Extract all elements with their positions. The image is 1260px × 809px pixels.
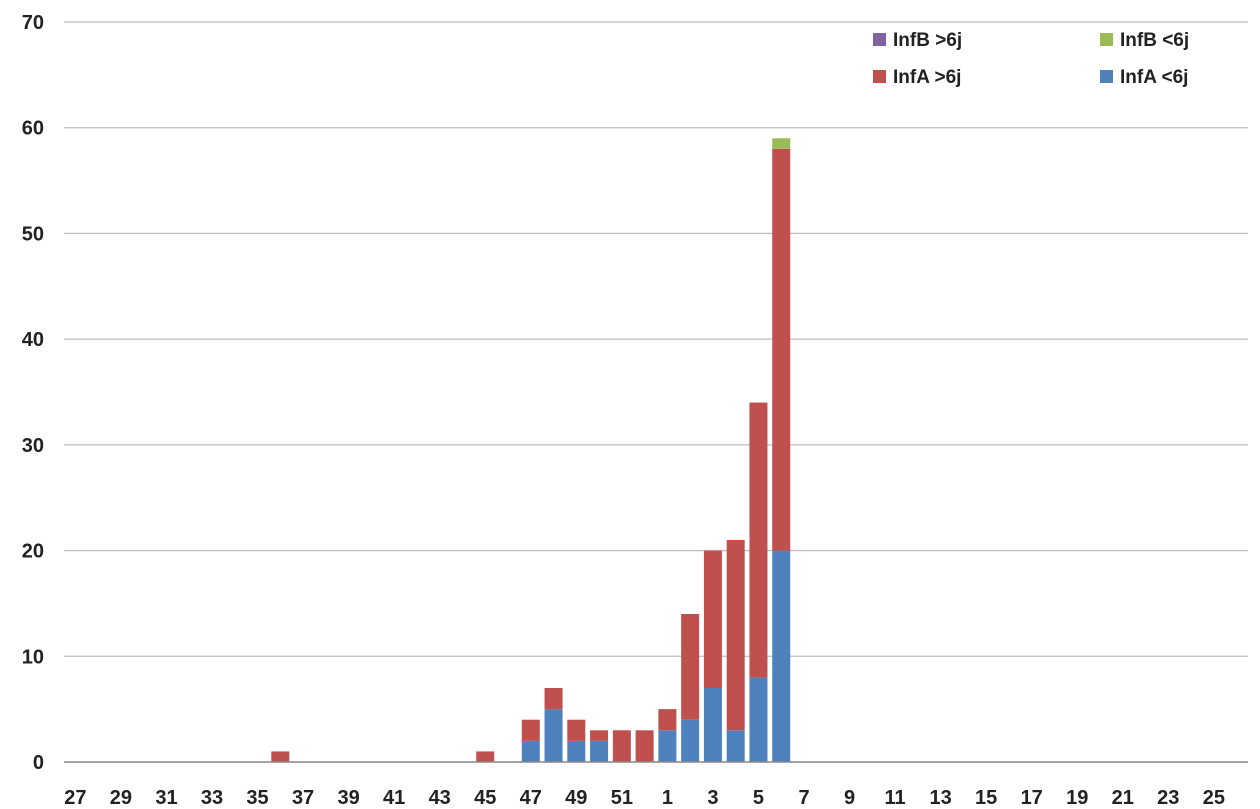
bar-segment	[772, 138, 791, 149]
x-tick-label: 39	[337, 787, 359, 809]
bar-segment	[544, 709, 563, 762]
legend-label: InfA <6j	[1120, 67, 1188, 88]
bar-segment	[567, 740, 586, 762]
y-tick-label: 50	[22, 223, 44, 245]
legend-swatch	[873, 70, 886, 83]
x-tick-label: 17	[1021, 787, 1043, 809]
x-tick-label: 31	[155, 787, 177, 809]
x-tick-label: 29	[110, 787, 132, 809]
bar-segment	[476, 751, 495, 762]
y-tick-label: 70	[22, 12, 44, 34]
x-tick-label: 7	[798, 787, 809, 809]
y-tick-label: 0	[33, 752, 44, 774]
x-tick-label: 1	[662, 787, 673, 809]
bar-segment	[726, 730, 745, 762]
bar-segment	[749, 677, 768, 762]
x-tick-label: 5	[753, 787, 764, 809]
y-axis-tick-labels: 0 10 20 30 40 50 60 70	[22, 12, 44, 774]
bar-segment	[681, 614, 700, 720]
bar-segment	[567, 719, 586, 741]
x-tick-label: 13	[929, 787, 951, 809]
legend-swatch	[1100, 70, 1113, 83]
gridlines	[64, 21, 1248, 657]
x-tick-label: 47	[520, 787, 542, 809]
x-tick-label: 3	[707, 787, 718, 809]
bar-segment	[521, 719, 540, 741]
x-tick-label: 11	[884, 787, 905, 809]
bar-segment	[726, 540, 745, 731]
bar-segment	[612, 730, 631, 762]
legend-label: InfB <6j	[1120, 30, 1189, 51]
x-tick-label: 49	[565, 787, 587, 809]
legend-label: InfA >6j	[893, 67, 961, 88]
x-tick-label: 37	[292, 787, 314, 809]
bar-segment	[658, 730, 677, 762]
legend-swatch	[1100, 33, 1113, 46]
bar-segment	[521, 740, 540, 762]
x-tick-label: 27	[64, 787, 86, 809]
bar-segment	[635, 730, 654, 762]
bar-segment	[772, 550, 791, 762]
x-tick-label: 43	[429, 787, 451, 809]
bar-segment	[590, 730, 609, 741]
y-tick-label: 40	[22, 329, 44, 351]
y-tick-label: 60	[22, 118, 44, 140]
y-tick-label: 30	[22, 435, 44, 457]
x-tick-label: 25	[1203, 787, 1225, 809]
bar-segment	[271, 751, 290, 762]
bar-segment	[590, 740, 609, 762]
bar-segment	[703, 550, 722, 688]
x-tick-label: 21	[1112, 787, 1134, 809]
legend-label: InfB >6j	[893, 30, 962, 51]
x-axis-tick-labels: 27 29 31 33 35 37 39 41 43 45 47 49 51 1 3 5 7 9 11 13 15 17 1…	[64, 787, 1225, 809]
y-tick-label: 10	[22, 646, 44, 668]
x-tick-label: 51	[611, 787, 633, 809]
y-tick-label: 20	[22, 541, 44, 563]
legend: InfB >6j InfB <6j InfA >6j InfA <6j	[873, 30, 1189, 88]
x-tick-label: 35	[246, 787, 268, 809]
x-tick-label: 23	[1157, 787, 1179, 809]
x-tick-label: 15	[975, 787, 997, 809]
bar-segment	[544, 688, 563, 710]
bar-segment	[703, 688, 722, 762]
bar-segment	[681, 719, 700, 762]
bar-segment	[772, 148, 791, 551]
bar-segment	[658, 709, 677, 731]
bar-segment	[749, 402, 768, 678]
x-tick-label: 19	[1066, 787, 1088, 809]
x-tick-label: 45	[474, 787, 496, 809]
x-tick-label: 33	[201, 787, 223, 809]
x-tick-label: 9	[844, 787, 855, 809]
x-tick-label: 41	[383, 787, 405, 809]
legend-swatch	[873, 33, 886, 46]
bars	[271, 138, 791, 762]
